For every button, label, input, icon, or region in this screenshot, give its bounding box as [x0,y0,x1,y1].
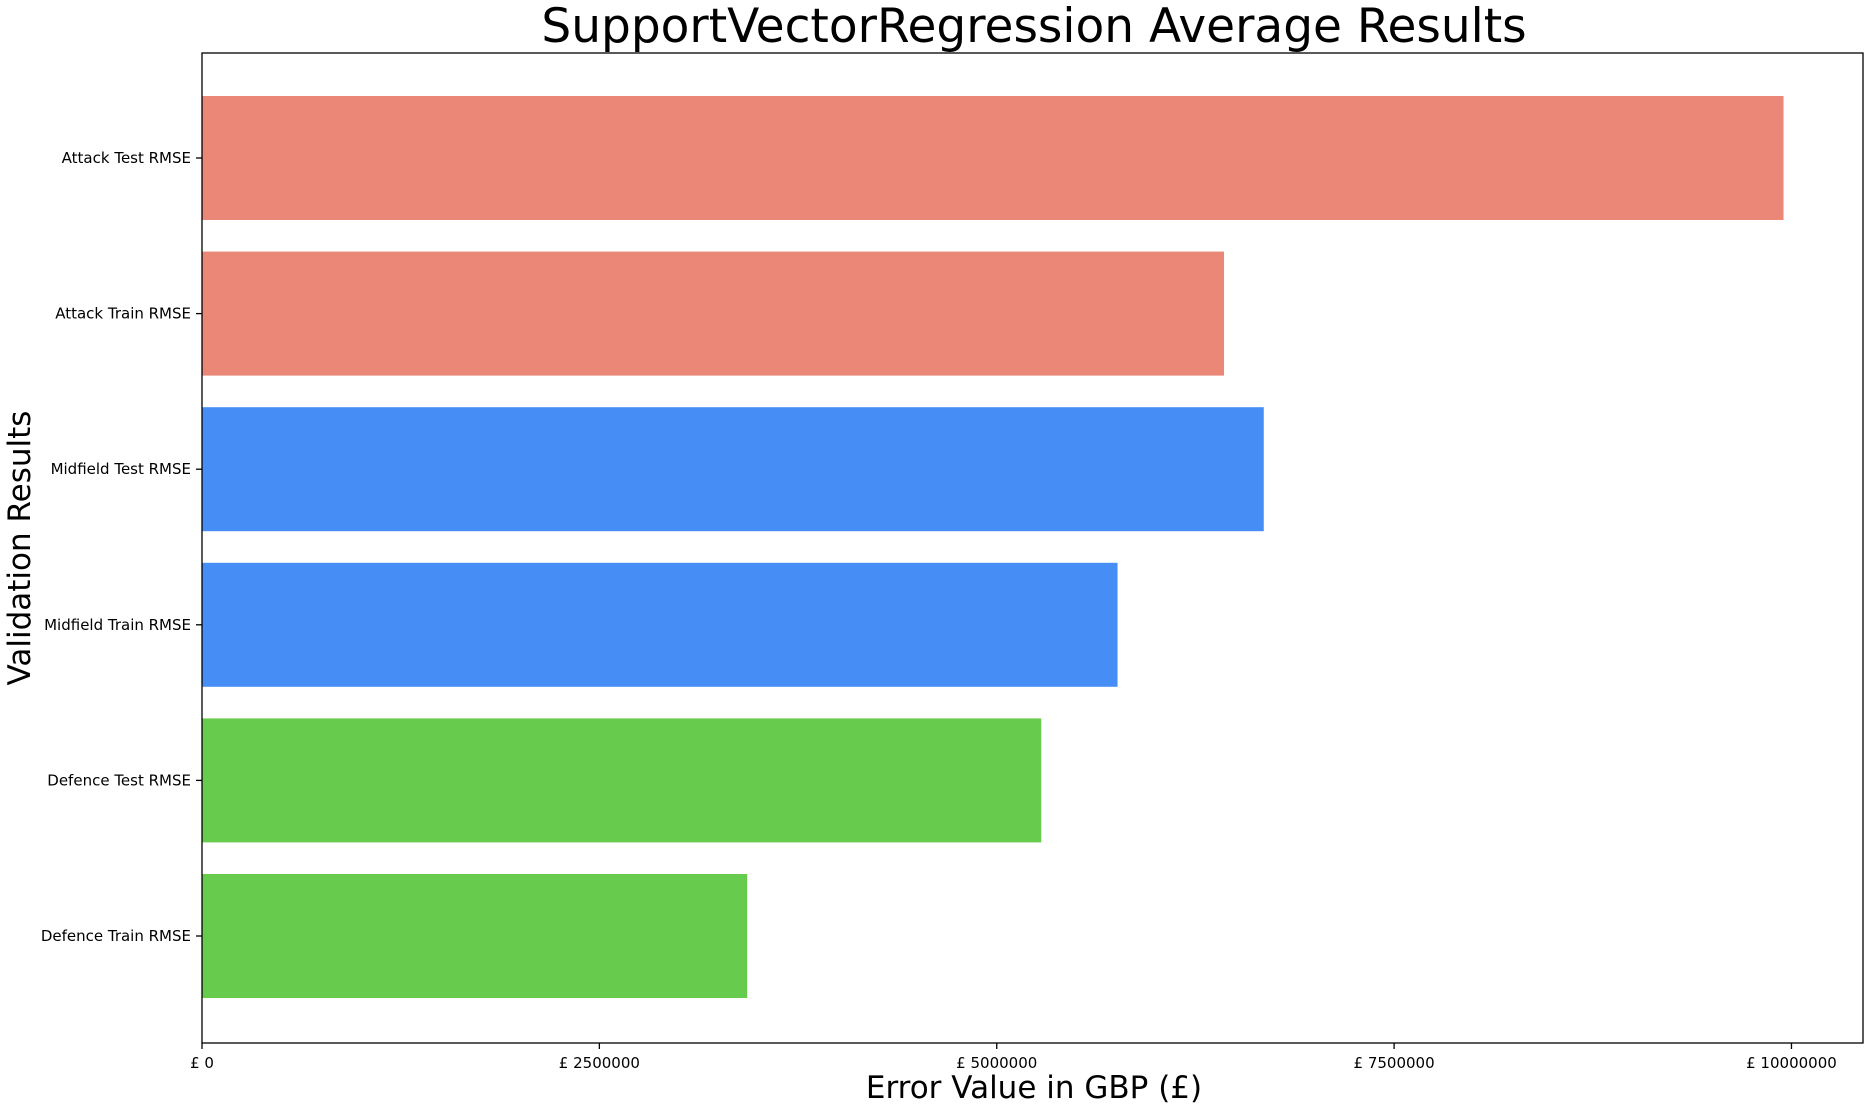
y-tick-label: Defence Test RMSE [47,771,191,789]
y-tick-label: Midfield Test RMSE [51,460,191,478]
bar-defence-train-rmse [202,874,748,998]
x-tick-label: £ 7500000 [1354,1054,1435,1072]
bar-defence-test-rmse [202,718,1042,843]
y-tick-label: Midfield Train RMSE [44,616,191,634]
bar-attack-train-rmse [202,251,1225,376]
y-tick-labels: Attack Test RMSE Attack Train RMSE Midfiel… [41,149,202,945]
chart-title: SupportVectorRegression Average Results [541,0,1526,54]
x-tick-label: £ 10000000 [1746,1054,1837,1072]
x-tick-label: £ 5000000 [956,1054,1037,1072]
y-tick-label: Defence Train RMSE [41,927,191,945]
x-axis-label: Error Value in GBP (£) [866,1070,1202,1106]
plot-frame [201,52,1864,1044]
y-tick-label: Attack Train RMSE [55,305,191,323]
bars-group [202,96,1784,998]
y-axis-label: Validation Results [2,411,38,686]
bar-attack-test-rmse [202,96,1784,220]
bar-midfield-train-rmse [202,562,1118,687]
x-ticks: £ 0 £ 2500000 £ 5000000 £ 7500000 £ 10000000 [190,1043,1837,1072]
y-tick-label: Attack Test RMSE [62,149,191,167]
x-tick-label: £ 2500000 [559,1054,640,1072]
bar-midfield-test-rmse [202,407,1264,532]
x-tick-label: £ 0 [190,1054,214,1072]
